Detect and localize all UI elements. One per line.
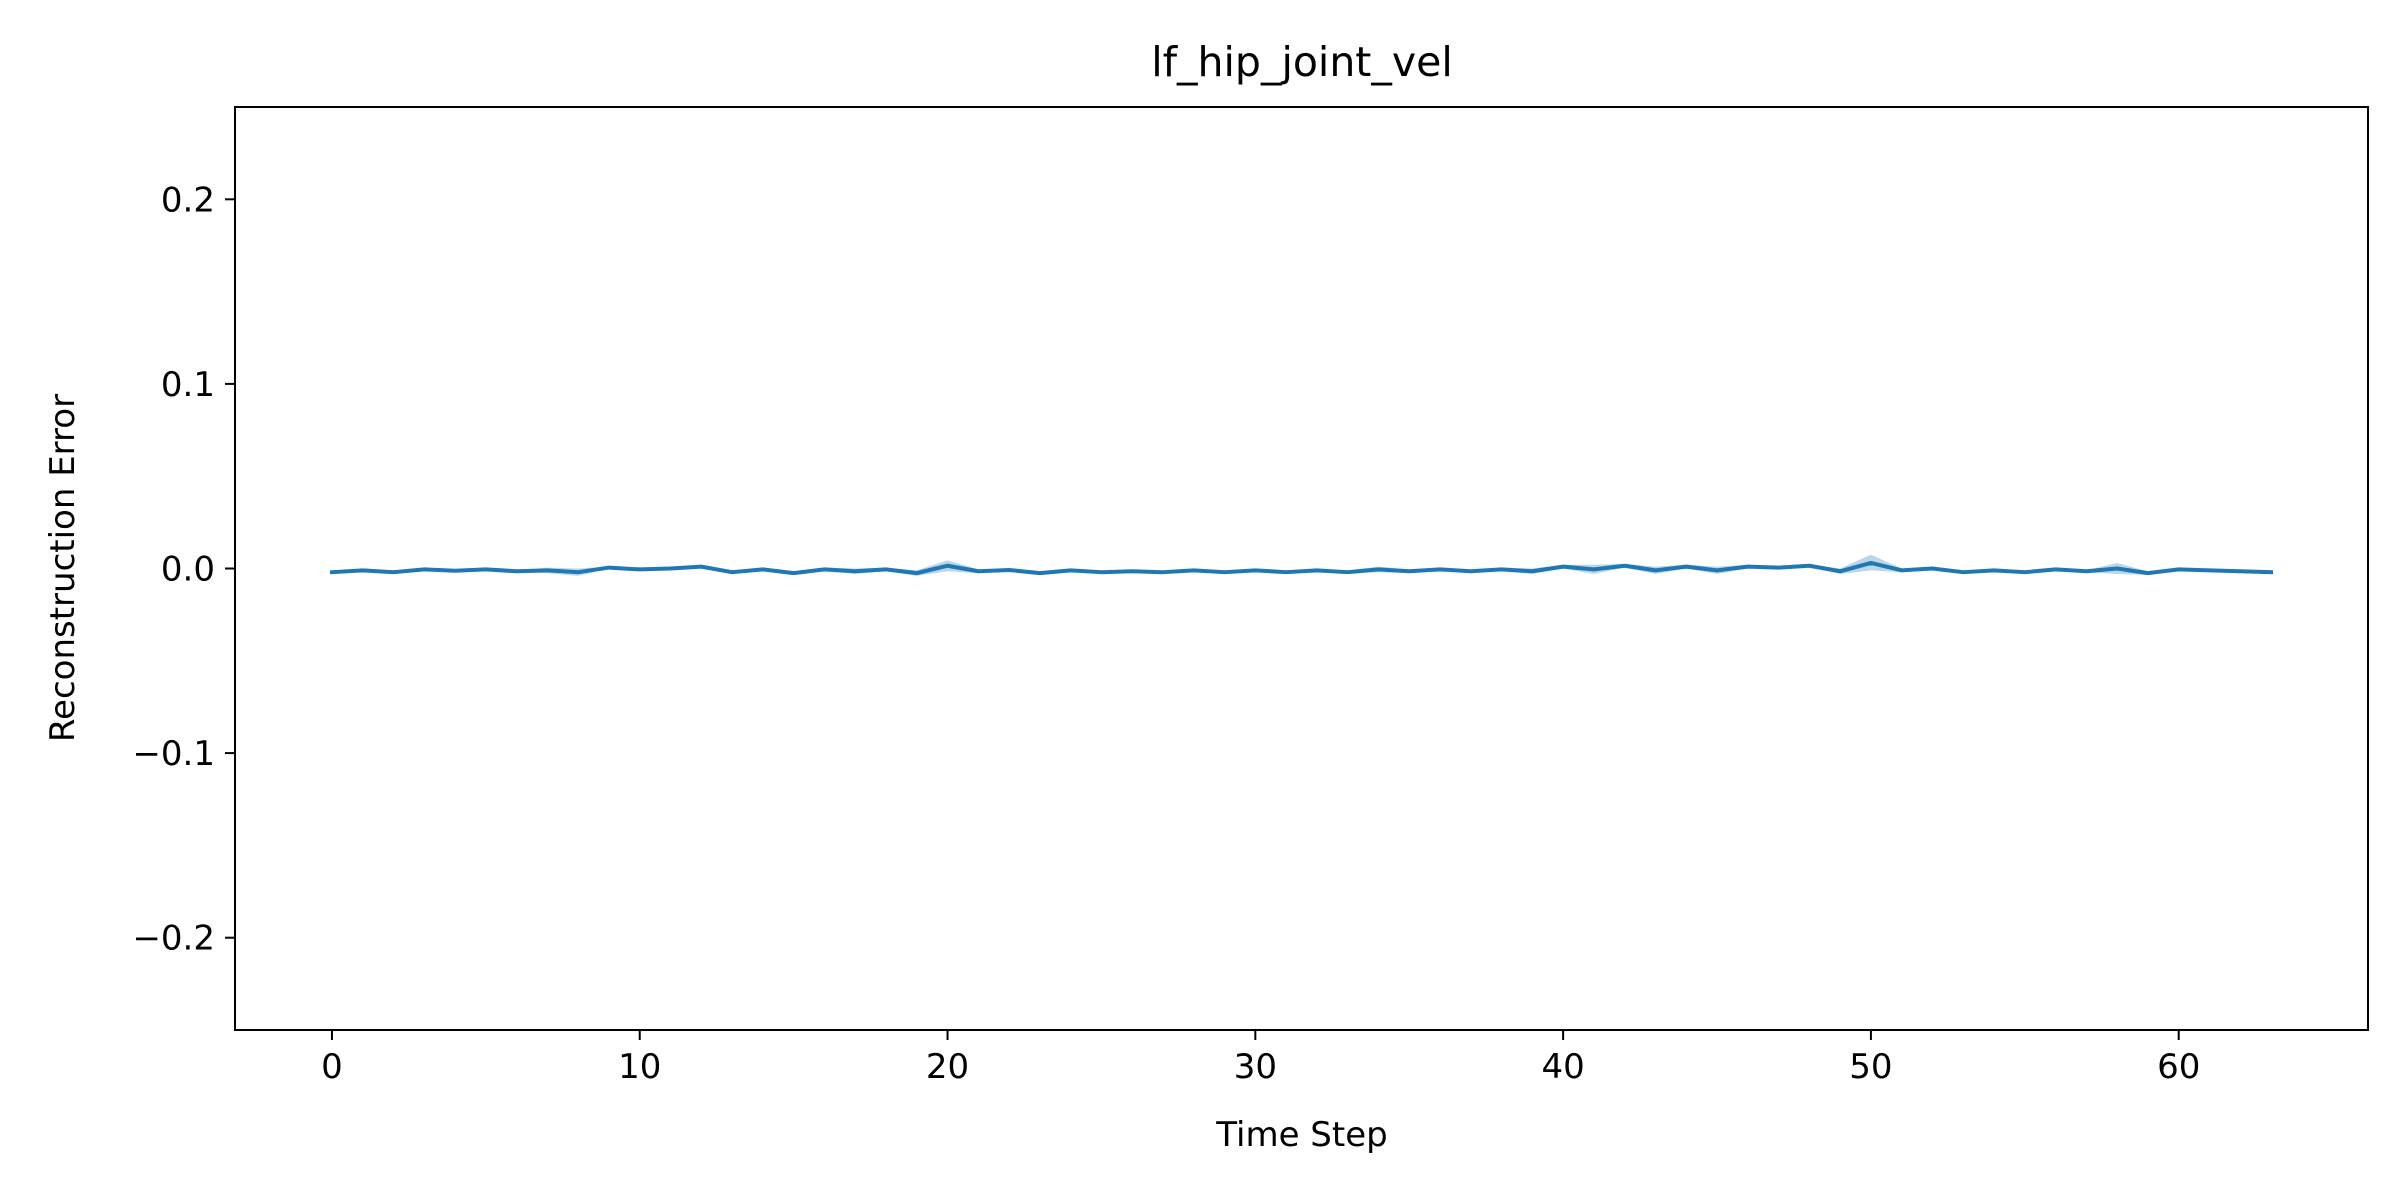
y-axis-ticks: −0.2 −0.1 0.0 0.1 0.2 (132, 180, 235, 959)
y-tick-label: 0.2 (161, 180, 215, 220)
y-tick-label: 0.0 (161, 550, 215, 590)
x-axis-label: Time Step (1215, 1115, 1387, 1155)
y-tick-label: −0.2 (132, 919, 215, 959)
y-tick-label: 0.1 (161, 365, 215, 405)
x-tick-label: 0 (321, 1047, 343, 1087)
x-axis-ticks: 0 10 20 30 40 50 60 (321, 1030, 2200, 1087)
plot-area (329, 554, 2274, 576)
x-tick-label: 20 (926, 1047, 969, 1087)
x-tick-label: 30 (1234, 1047, 1277, 1087)
x-tick-label: 40 (1541, 1047, 1584, 1087)
axes-frame (234, 106, 2369, 1031)
x-tick-label: 60 (2157, 1047, 2200, 1087)
y-axis-label: Reconstruction Error (43, 394, 83, 742)
y-tick-label: −0.1 (132, 734, 215, 774)
chart-title: lf_hip_joint_vel (1151, 38, 1453, 86)
series-line (329, 560, 2274, 576)
x-tick-label: 10 (618, 1047, 661, 1087)
x-tick-label: 50 (1849, 1047, 1892, 1087)
